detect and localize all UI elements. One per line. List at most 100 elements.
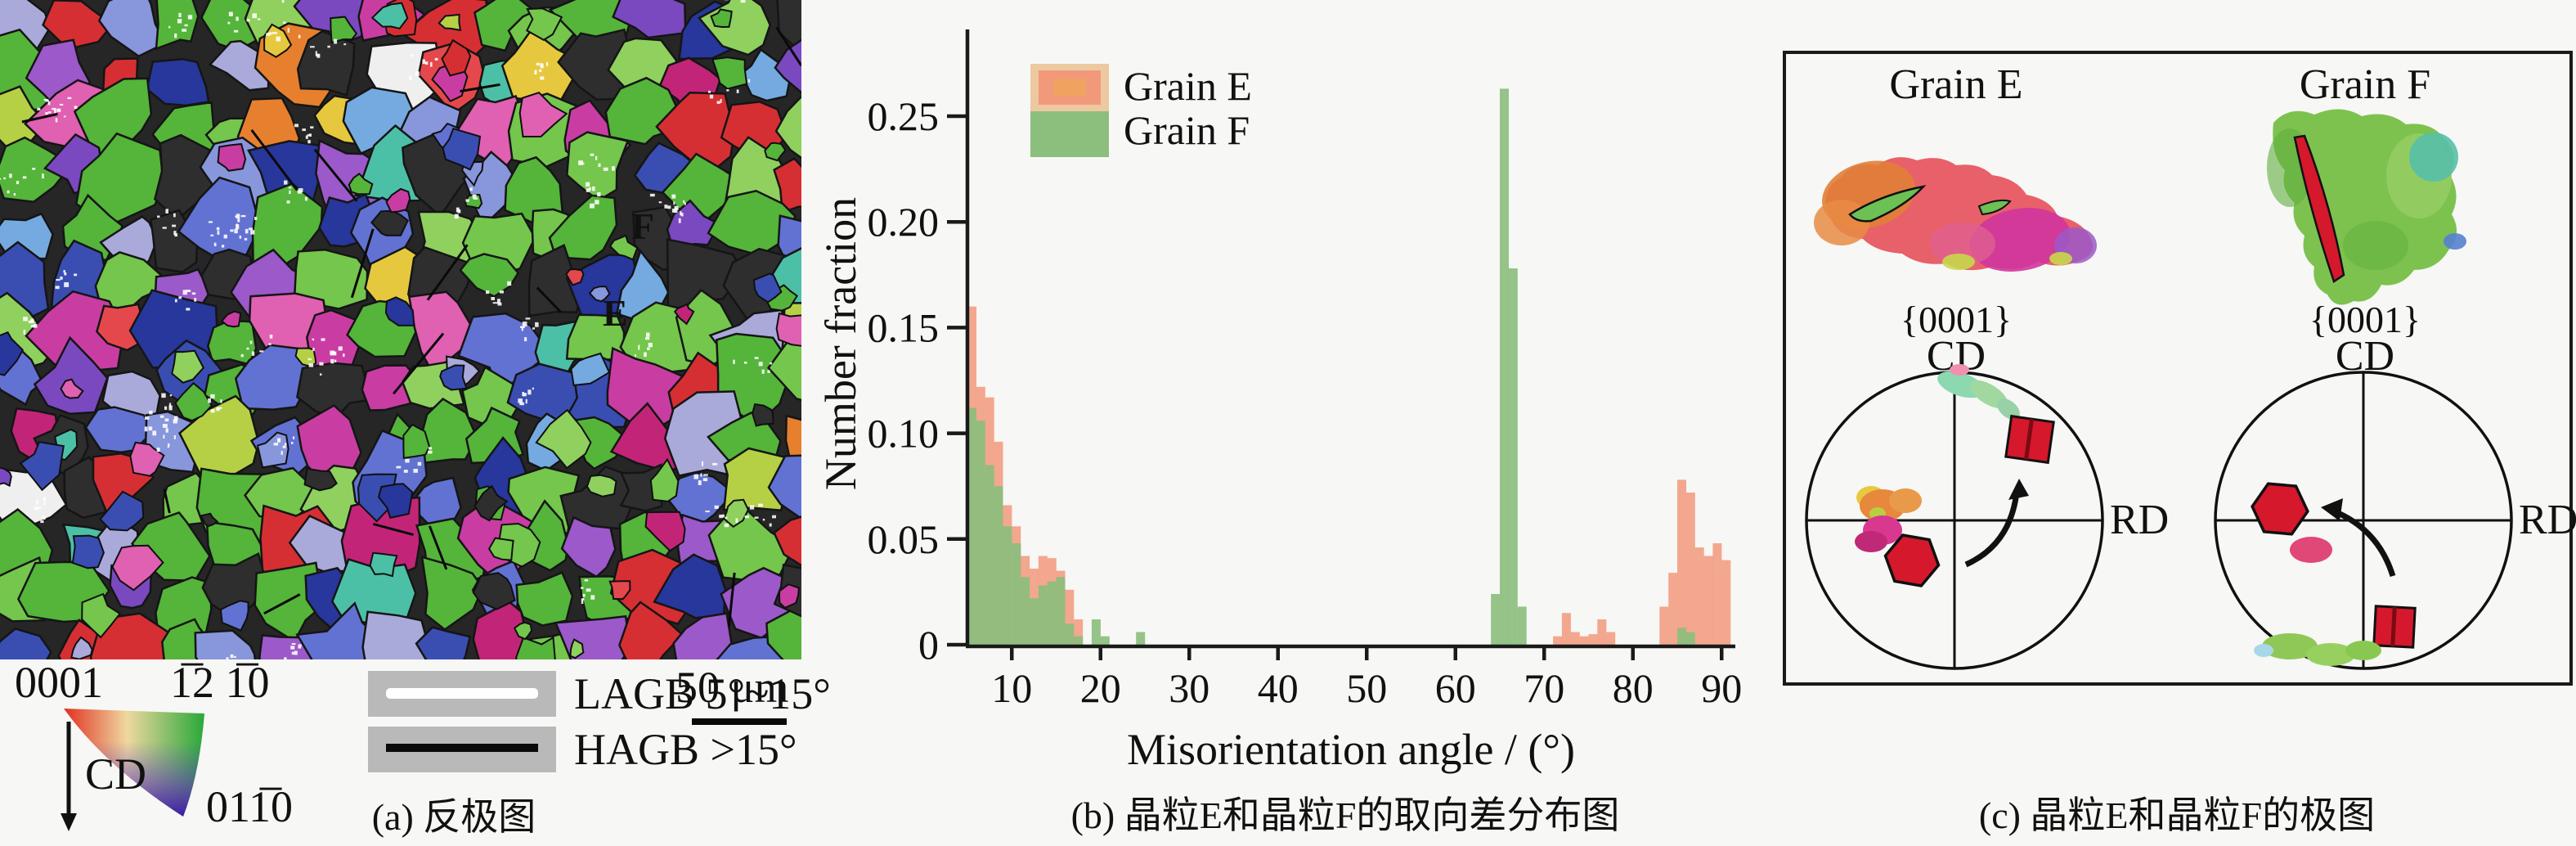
ipf-corner-0110: 011̅0 — [206, 782, 293, 831]
bar-grain-e-73 — [1570, 632, 1580, 645]
map-grain-f-label: F — [631, 205, 654, 247]
pole-smear-green-e3 — [1997, 398, 2020, 420]
basal-pole-cube-e — [2004, 414, 2055, 465]
y-tick-label-0: 0 — [918, 622, 939, 668]
bar-grain-f-24 — [1136, 632, 1146, 645]
pole-smear-green-f — [2254, 633, 2381, 666]
bar-grain-e-71 — [1553, 636, 1563, 645]
x-tick-label-0: 10 — [991, 665, 1032, 711]
bar-grain-e-90 — [1721, 560, 1731, 645]
bar-grain-e-87 — [1694, 547, 1704, 645]
bar-grain-f-20 — [1100, 636, 1110, 645]
ebsd-map-grains — [0, 0, 801, 659]
panel-b: 0 0.05 0.10 0.15 0.20 0.25 10 20 30 40 50 60 70 80 90… — [816, 29, 1742, 836]
grain-f-swatch — [1030, 111, 1109, 157]
lagb-label: LAGB 5°~15° — [574, 669, 831, 718]
ipf-corner-1210: 1̅2 1̅0 — [170, 658, 270, 707]
rotation-arrowhead-e — [2008, 479, 2029, 500]
bar-grain-f-66 — [1508, 268, 1518, 645]
bar-grain-e-86 — [1685, 493, 1695, 645]
bar-grain-e-77 — [1606, 632, 1616, 645]
ipf-color-key: 0001 1̅2 1̅0 011̅0 CD — [15, 658, 293, 831]
y-tick-label-2: 0.10 — [868, 411, 940, 457]
pole-blob-pink-f — [2290, 537, 2332, 563]
grain-f-micrograph — [2267, 109, 2466, 305]
y-tick-label-1: 0.05 — [868, 516, 940, 562]
panel-a: F E 0001 1̅2 1̅0 011̅0 CD LAGB 5°~15° HA… — [0, 0, 831, 838]
hagb-label: HAGB >15° — [574, 725, 797, 774]
rotation-arrow-f — [2331, 507, 2396, 578]
bar-grain-e-85 — [1677, 479, 1686, 645]
bar-grain-f-65 — [1500, 88, 1509, 645]
bar-grain-e-16 — [1065, 589, 1075, 645]
bar-grain-f-86 — [1685, 632, 1695, 645]
grain-e-twin-sliver-2 — [1977, 199, 2012, 216]
bar-grain-e-74 — [1579, 636, 1589, 645]
pole-cluster-e — [1855, 486, 1922, 552]
bar-grain-f-9 — [1003, 526, 1012, 645]
panel-b-caption: (b) 晶粒E和晶粒F的取向差分布图 — [1071, 794, 1620, 836]
x-axis-label: Misorientation angle / (°) — [1127, 725, 1575, 774]
bar-grain-f-13 — [1038, 585, 1048, 645]
y-tick-label-4: 0.20 — [868, 199, 940, 245]
basal-pole-hexagon-e — [1883, 533, 1941, 587]
basal-pole-hexagon-f — [2251, 482, 2309, 536]
bar-grain-e-75 — [1588, 634, 1598, 645]
pole-dot-pink-e — [1950, 364, 1969, 376]
bar-grain-e-88 — [1703, 556, 1713, 645]
bar-grain-f-5 — [967, 407, 976, 645]
bar-grain-e-84 — [1668, 573, 1678, 645]
bar-grain-f-8 — [994, 486, 1003, 645]
x-tick-label-7: 80 — [1613, 665, 1654, 711]
cd-direction-label: CD — [85, 749, 146, 799]
bar-grain-f-10 — [1012, 543, 1021, 645]
x-tick-label-2: 30 — [1169, 665, 1209, 711]
grain-e-legend-label: Grain E — [1124, 63, 1252, 109]
rd-label-f: RD — [2519, 497, 2576, 543]
bar-grain-f-12 — [1030, 598, 1039, 645]
grain-e-swatch-core — [1053, 79, 1086, 97]
scale-bar-label: 50 μm — [675, 663, 788, 712]
pole-figure-grain-e: {0001} CD RD — [1805, 299, 2169, 670]
y-axis-label: Number fraction — [816, 197, 865, 490]
histogram-legend: Grain E Grain F — [1030, 63, 1252, 157]
pole-family-label-e: {0001} — [1901, 299, 2012, 340]
x-tick-label-6: 70 — [1524, 665, 1564, 711]
x-tick-label-8: 90 — [1701, 665, 1742, 711]
bar-grain-e-17 — [1074, 619, 1084, 645]
map-grain-e-label: E — [603, 292, 628, 334]
scale-bar: 50 μm — [675, 663, 788, 725]
pole-figure-grain-f: {0001} CD RD — [2214, 299, 2576, 670]
grain-f-twin-sliver — [2293, 134, 2345, 283]
panel-c-border — [1783, 51, 2573, 686]
x-tick-label-5: 60 — [1435, 665, 1476, 711]
grain-f-legend-label: Grain F — [1124, 107, 1250, 153]
bar-grain-e-83 — [1659, 606, 1669, 645]
bar-grain-f-15 — [1056, 577, 1066, 645]
basal-pole-cube-f — [2372, 605, 2417, 649]
bar-grain-f-7 — [985, 465, 994, 645]
hagb-line-icon — [386, 744, 538, 752]
x-tick-label-4: 50 — [1346, 665, 1387, 711]
scale-bar-line — [692, 718, 787, 725]
panel-c-caption: (c) 晶粒E和晶粒F的极图 — [1979, 794, 2375, 836]
x-ticks: 10 20 30 40 50 60 70 80 90 — [991, 646, 1742, 711]
bar-grain-f-85 — [1677, 628, 1686, 645]
bar-grain-e-89 — [1712, 543, 1722, 645]
x-tick-label-3: 40 — [1258, 665, 1299, 711]
pole-family-label-f: {0001} — [2309, 299, 2421, 340]
y-tick-label-5: 0.25 — [868, 93, 940, 139]
panel-c: Grain E Grain F {0001} — [1783, 51, 2576, 836]
x-tick-label-1: 20 — [1080, 665, 1121, 711]
bar-grain-f-64 — [1491, 594, 1501, 645]
bar-grain-f-16 — [1065, 623, 1075, 645]
bar-grain-f-6 — [976, 421, 985, 645]
panel-a-caption: (a) 反极图 — [372, 796, 536, 838]
bar-grain-f-19 — [1091, 619, 1101, 645]
grain-e-title: Grain E — [1889, 61, 2022, 108]
bar-grain-e-76 — [1597, 619, 1607, 645]
bar-grain-f-11 — [1021, 577, 1030, 645]
cd-arrowhead-icon — [61, 813, 77, 831]
